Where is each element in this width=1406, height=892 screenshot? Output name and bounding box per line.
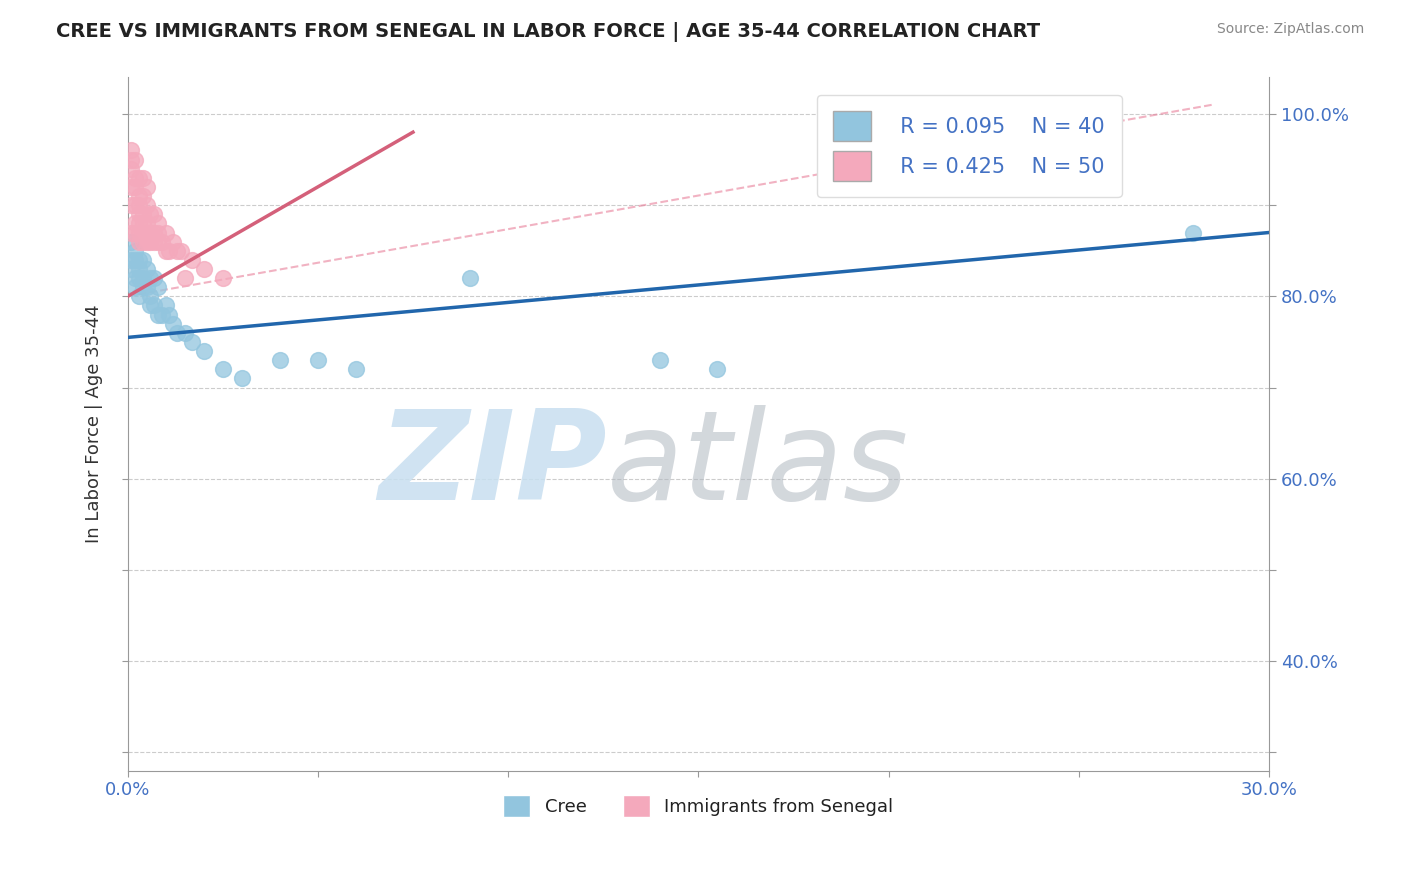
Point [143, 271, 166, 285]
Point [124, 280, 146, 294]
Text: ZIP: ZIP [378, 405, 607, 526]
Point [135, 198, 157, 212]
Point [132, 252, 155, 267]
Point [120, 262, 142, 277]
Point [120, 153, 142, 167]
Point [155, 244, 177, 258]
Point [173, 271, 195, 285]
Point [124, 170, 146, 185]
Point [124, 198, 146, 212]
Point [128, 226, 150, 240]
Point [159, 308, 181, 322]
Point [128, 198, 150, 212]
Point [120, 198, 142, 212]
Point [181, 334, 204, 349]
Y-axis label: In Labor Force | Age 35-44: In Labor Force | Age 35-44 [86, 305, 103, 543]
Legend: Cree, Immigrants from Senegal: Cree, Immigrants from Senegal [496, 788, 901, 824]
Point [139, 207, 162, 221]
Point [650, 353, 672, 368]
Point [150, 235, 173, 249]
Point [155, 226, 177, 240]
Text: Source: ZipAtlas.com: Source: ZipAtlas.com [1216, 22, 1364, 37]
Point [143, 226, 166, 240]
Point [150, 308, 173, 322]
Point [120, 180, 142, 194]
Point [143, 235, 166, 249]
Point [155, 298, 177, 312]
Point [162, 317, 184, 331]
Point [132, 170, 155, 185]
Point [706, 362, 728, 376]
Point [143, 298, 166, 312]
Point [143, 207, 166, 221]
Point [128, 189, 150, 203]
Point [128, 207, 150, 221]
Point [139, 271, 162, 285]
Point [135, 262, 157, 277]
Point [124, 271, 146, 285]
Point [170, 244, 193, 258]
Point [231, 371, 253, 385]
Point [458, 271, 481, 285]
Point [132, 226, 155, 240]
Point [146, 216, 169, 230]
Point [139, 298, 162, 312]
Point [344, 362, 367, 376]
Text: atlas: atlas [607, 405, 910, 526]
Point [146, 280, 169, 294]
Point [135, 216, 157, 230]
Point [139, 235, 162, 249]
Point [146, 226, 169, 240]
Point [128, 235, 150, 249]
Point [173, 326, 195, 340]
Text: CREE VS IMMIGRANTS FROM SENEGAL IN LABOR FORCE | AGE 35-44 CORRELATION CHART: CREE VS IMMIGRANTS FROM SENEGAL IN LABOR… [56, 22, 1040, 42]
Point [159, 244, 181, 258]
Point [135, 235, 157, 249]
Point [166, 244, 188, 258]
Point [128, 271, 150, 285]
Point [139, 226, 162, 240]
Point [135, 180, 157, 194]
Point [1181, 226, 1204, 240]
Point [124, 226, 146, 240]
Point [132, 235, 155, 249]
Point [120, 226, 142, 240]
Point [124, 216, 146, 230]
Point [193, 262, 215, 277]
Point [132, 280, 155, 294]
Point [146, 308, 169, 322]
Point [146, 235, 169, 249]
Point [128, 262, 150, 277]
Point [162, 235, 184, 249]
Point [211, 362, 233, 376]
Point [132, 207, 155, 221]
Point [128, 252, 150, 267]
Point [120, 235, 142, 249]
Point [128, 216, 150, 230]
Point [128, 170, 150, 185]
Point [181, 252, 204, 267]
Point [120, 161, 142, 176]
Point [132, 271, 155, 285]
Point [120, 144, 142, 158]
Point [128, 289, 150, 303]
Point [124, 153, 146, 167]
Point [135, 280, 157, 294]
Point [307, 353, 329, 368]
Point [269, 353, 291, 368]
Point [139, 289, 162, 303]
Point [193, 344, 215, 359]
Point [132, 189, 155, 203]
Point [124, 244, 146, 258]
Point [132, 216, 155, 230]
Point [120, 252, 142, 267]
Point [211, 271, 233, 285]
Point [124, 252, 146, 267]
Point [166, 326, 188, 340]
Point [124, 180, 146, 194]
Point [135, 226, 157, 240]
